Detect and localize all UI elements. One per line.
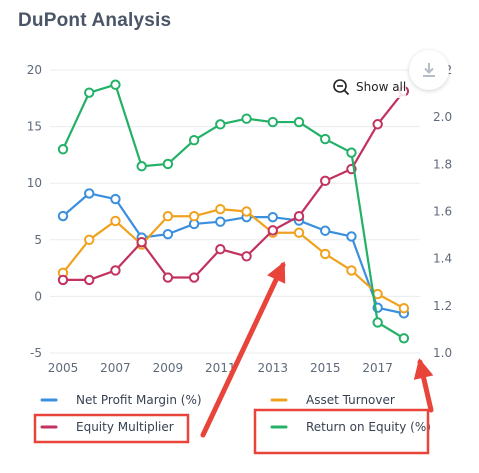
- y-left-tick: 0: [34, 289, 42, 303]
- data-point-asset-turnover: [84, 234, 95, 246]
- x-tick: 2005: [48, 361, 79, 375]
- y-right-tick: 1.0: [433, 346, 452, 360]
- data-point-asset-turnover: [110, 215, 121, 227]
- data-point-asset-turnover: [241, 206, 252, 217]
- data-point-return-on-equity: [398, 333, 410, 344]
- data-point-net-profit-margin: [57, 210, 69, 222]
- data-point-asset-turnover: [162, 211, 174, 222]
- data-point-asset-turnover: [188, 211, 200, 222]
- y-left-tick: 15: [27, 120, 42, 134]
- data-point-equity-multiplier: [136, 236, 147, 248]
- x-tick: 2011: [205, 361, 236, 375]
- y-left-tick: 10: [27, 176, 42, 190]
- x-tick: 2009: [153, 361, 184, 375]
- data-point-return-on-equity: [84, 87, 95, 98]
- legend-label: Asset Turnover: [306, 393, 395, 407]
- x-tick: 2015: [310, 361, 341, 375]
- data-point-return-on-equity: [320, 133, 331, 145]
- highlight-box: [253, 408, 430, 455]
- data-point-return-on-equity: [215, 119, 226, 130]
- series-line-equity-multiplier: [63, 90, 405, 281]
- data-point-equity-multiplier: [162, 272, 174, 283]
- y-left-tick: 5: [34, 233, 42, 247]
- y-right-tick: 1.6: [433, 205, 452, 219]
- data-point-return-on-equity: [241, 113, 252, 124]
- y-right-tick: 2.0: [433, 110, 452, 124]
- data-point-return-on-equity: [162, 158, 174, 170]
- data-point-equity-multiplier: [110, 265, 121, 276]
- zoom-out-icon: [333, 79, 350, 96]
- data-point-equity-multiplier: [84, 274, 95, 286]
- data-point-return-on-equity: [136, 161, 147, 172]
- x-tick: 2017: [362, 361, 393, 375]
- data-point-net-profit-margin: [215, 216, 226, 227]
- data-point-net-profit-margin: [84, 188, 95, 199]
- data-point-equity-multiplier: [241, 251, 252, 262]
- annotation-arrowhead: [413, 358, 434, 380]
- legend-label: Equity Multiplier: [76, 420, 174, 434]
- data-point-asset-turnover: [398, 302, 410, 314]
- data-point-net-profit-margin: [110, 193, 121, 205]
- series-line-return-on-equity: [62, 83, 405, 340]
- y-left-tick: -5: [30, 346, 42, 360]
- highlight-box: [33, 413, 190, 444]
- annotation-layer: [33, 261, 434, 455]
- data-point-asset-turnover: [346, 265, 357, 276]
- data-point-net-profit-margin: [162, 228, 174, 240]
- series-layer: [57, 79, 410, 344]
- data-point-return-on-equity: [346, 147, 357, 158]
- show-all-button[interactable]: Show all: [332, 76, 407, 98]
- grid-layer: [50, 69, 420, 354]
- download-icon: [423, 63, 435, 77]
- download-button[interactable]: [409, 50, 449, 90]
- data-point-asset-turnover: [215, 203, 226, 215]
- page-title: DuPont Analysis: [18, 10, 172, 31]
- x-tick: 2007: [100, 361, 131, 375]
- data-point-equity-multiplier: [293, 211, 305, 222]
- data-point-return-on-equity: [293, 116, 305, 128]
- data-point-equity-multiplier: [57, 274, 69, 286]
- y-right-tick: 1.2: [433, 299, 452, 313]
- data-point-return-on-equity: [110, 79, 121, 90]
- data-point-equity-multiplier: [215, 244, 226, 255]
- y-right-tick: 1.8: [433, 157, 452, 171]
- annotation-arrow: [200, 262, 286, 438]
- data-point-asset-turnover: [320, 248, 331, 260]
- data-point-equity-multiplier: [188, 272, 200, 283]
- data-point-return-on-equity: [188, 134, 200, 146]
- data-point-equity-multiplier: [267, 225, 278, 236]
- annotation-arrowhead: [267, 261, 286, 284]
- data-point-net-profit-margin: [346, 231, 357, 242]
- data-point-net-profit-margin: [267, 211, 278, 223]
- legend-label: Return on Equity (%): [306, 420, 431, 434]
- x-tick: 2013: [258, 361, 289, 375]
- data-point-equity-multiplier: [320, 175, 331, 187]
- show-all-label: Show all: [356, 80, 407, 94]
- y-left-tick: 20: [27, 63, 42, 77]
- data-point-net-profit-margin: [320, 225, 331, 236]
- data-point-return-on-equity: [372, 317, 383, 328]
- legend-label: Net Profit Margin (%): [76, 393, 202, 407]
- data-point-equity-multiplier: [372, 119, 383, 130]
- data-point-return-on-equity: [267, 116, 278, 128]
- data-point-asset-turnover: [293, 227, 305, 238]
- data-point-return-on-equity: [57, 144, 69, 155]
- legend: Net Profit Margin (%) Asset Turnover Equit…: [40, 393, 431, 434]
- y-right-tick: 1.4: [433, 252, 452, 266]
